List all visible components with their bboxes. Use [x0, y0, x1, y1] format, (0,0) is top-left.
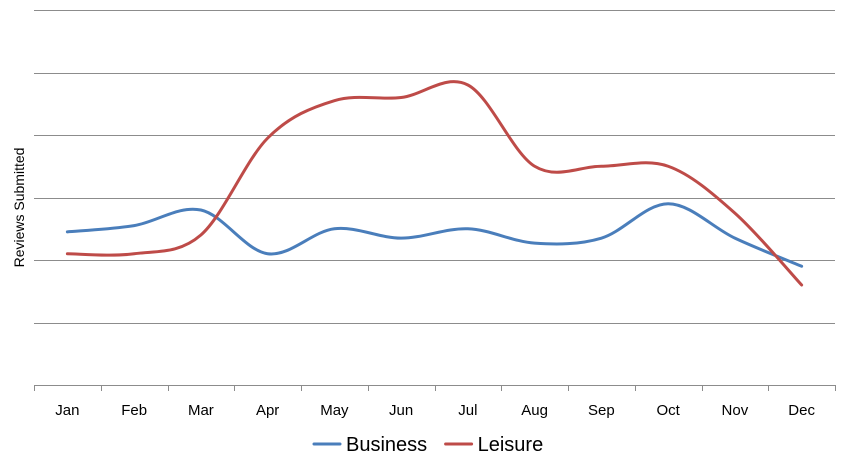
x-tick-label-apr: Apr: [256, 402, 279, 419]
series-line-business: [65, 202, 804, 268]
series-lines: [65, 80, 804, 287]
x-tick-label-oct: Oct: [656, 402, 680, 419]
x-tick-label-jan: Jan: [55, 402, 79, 419]
x-tick-label-jul: Jul: [458, 402, 477, 419]
x-tick-label-aug: Aug: [521, 402, 548, 419]
x-tick-label-sep: Sep: [588, 402, 615, 419]
y-axis-label: Reviews Submitted: [11, 148, 27, 268]
legend-label-leisure: Leisure: [478, 434, 544, 456]
x-tick-label-dec: Dec: [788, 402, 815, 419]
x-tick-label-mar: Mar: [188, 402, 214, 419]
legend: Business Leisure: [312, 434, 544, 456]
series-line-leisure: [65, 80, 804, 287]
gridlines: [34, 10, 835, 324]
x-axis-tick-labels: Jan Feb Mar Apr May Jun Jul Aug Sep Oct Nov Dec: [55, 402, 815, 419]
x-axis-ticks: [34, 385, 836, 391]
x-tick-label-may: May: [320, 402, 349, 419]
x-tick-label-feb: Feb: [121, 402, 147, 419]
x-tick-label-jun: Jun: [389, 402, 413, 419]
x-tick-label-nov: Nov: [722, 402, 749, 419]
legend-label-business: Business: [346, 434, 427, 456]
